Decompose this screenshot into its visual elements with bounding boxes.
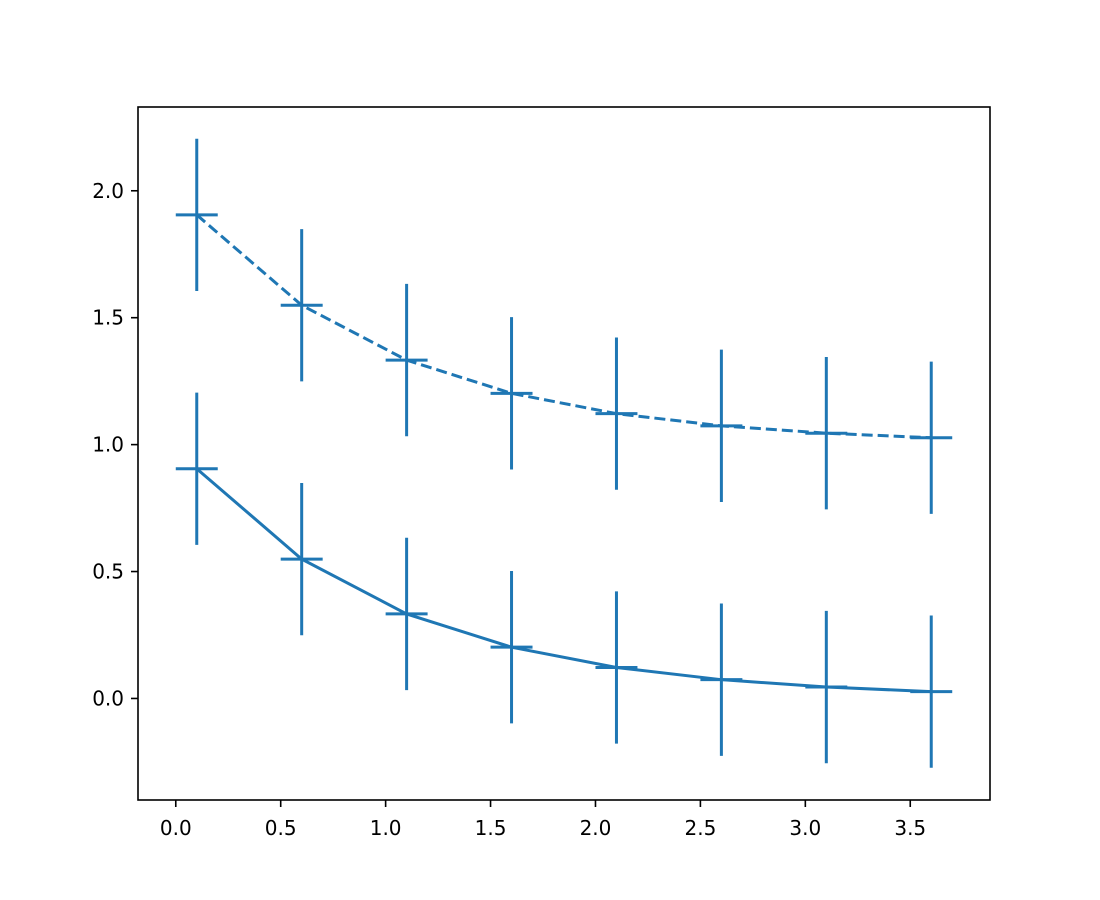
x-tick-label: 3.0 [789,816,821,840]
axis-layer: 0.0 0.5 1.0 1.5 2.0 2.5 3.0 3.5 0.0 0.5 1.0 1.5 2.0 [92,179,926,840]
x-tick-label: 1.5 [475,816,507,840]
series-layer [175,138,953,768]
x-tick-label: 3.5 [894,816,926,840]
series-line [195,213,932,440]
y-tick-label: 2.0 [92,179,124,203]
plot-frame [137,106,991,801]
x-tick-label: 2.0 [580,816,612,840]
x-tick-label: 0.0 [160,816,192,840]
y-tick-label: 1.5 [92,306,124,330]
x-tick-label: 0.5 [265,816,297,840]
y-tick-label: 0.0 [92,686,124,710]
dashed-series [175,138,953,514]
solid-series [175,392,953,768]
x-tick-label: 1.0 [370,816,402,840]
y-tick-label: 1.0 [92,433,124,457]
x-tick-label: 2.5 [684,816,716,840]
y-tick-label: 0.5 [92,560,124,584]
